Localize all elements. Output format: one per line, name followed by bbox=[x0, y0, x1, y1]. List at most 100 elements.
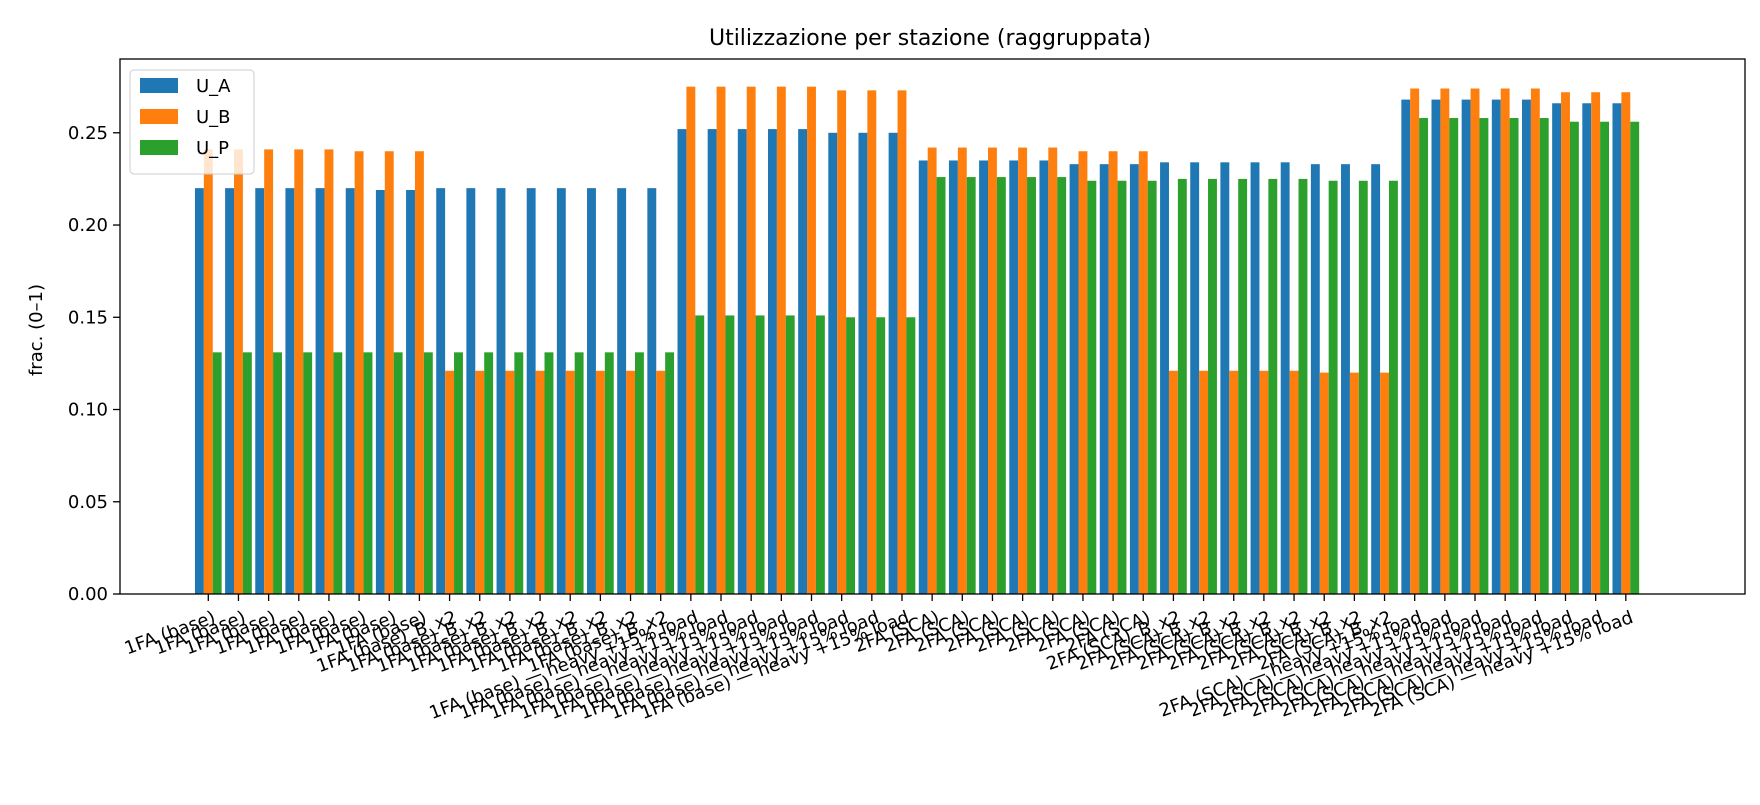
bar-u-b-25 bbox=[957, 147, 967, 595]
bar-u-b-17 bbox=[716, 86, 726, 595]
y-axis-label: frac. (0–1) bbox=[26, 284, 47, 376]
bar-u-b-10 bbox=[505, 370, 515, 594]
bar-u-p-30 bbox=[1117, 180, 1127, 594]
legend-label-u-b[interactable]: U_B bbox=[196, 107, 231, 128]
bar-u-p-4 bbox=[333, 352, 343, 594]
bar-u-p-9 bbox=[484, 352, 494, 594]
bar-u-a-32 bbox=[1160, 162, 1169, 594]
bar-u-p-34 bbox=[1238, 178, 1248, 594]
y-tick-label: 0.05 bbox=[68, 492, 108, 513]
bar-u-a-33 bbox=[1190, 162, 1200, 594]
bar-u-b-16 bbox=[686, 86, 696, 595]
bar-u-p-42 bbox=[1479, 118, 1489, 594]
legend[interactable]: U_A U_B U_P bbox=[129, 69, 255, 175]
bar-u-a-7 bbox=[406, 189, 415, 595]
bar-u-p-19 bbox=[785, 315, 795, 594]
bar-u-b-8 bbox=[445, 370, 455, 594]
bar-u-a-46 bbox=[1582, 103, 1592, 594]
y-tick-label: 0.10 bbox=[68, 400, 108, 421]
bar-u-p-25 bbox=[966, 177, 976, 594]
bar-u-p-31 bbox=[1147, 180, 1157, 594]
bar-u-a-14 bbox=[617, 188, 627, 594]
bar-u-a-9 bbox=[466, 188, 476, 594]
bar-u-b-22 bbox=[867, 90, 877, 595]
bar-u-a-20 bbox=[798, 129, 808, 594]
bar-u-a-36 bbox=[1280, 162, 1290, 594]
bar-u-a-30 bbox=[1099, 164, 1109, 594]
bar-u-p-10 bbox=[514, 352, 524, 594]
bar-u-b-13 bbox=[595, 370, 605, 594]
bar-u-p-21 bbox=[846, 317, 856, 594]
y-axis: 0.00 0.05 0.10 0.15 0.20 0.25 bbox=[68, 123, 120, 605]
bar-u-a-6 bbox=[375, 189, 385, 595]
bar-u-b-34 bbox=[1229, 370, 1239, 594]
bar-u-b-30 bbox=[1108, 151, 1118, 595]
bar-u-b-4 bbox=[324, 149, 334, 594]
bar-u-b-0 bbox=[203, 149, 213, 594]
bar-u-b-11 bbox=[535, 370, 545, 594]
bar-u-p-41 bbox=[1449, 118, 1459, 594]
bar-u-p-23 bbox=[906, 317, 916, 594]
bar-u-a-17 bbox=[707, 129, 717, 594]
bar-u-b-37 bbox=[1319, 372, 1329, 594]
bar-u-p-29 bbox=[1087, 180, 1097, 594]
bar-u-p-45 bbox=[1569, 121, 1579, 594]
bar-u-p-26 bbox=[996, 177, 1006, 594]
bar-u-p-1 bbox=[242, 352, 252, 594]
bar-u-b-3 bbox=[294, 149, 304, 594]
bar-u-p-32 bbox=[1177, 178, 1187, 594]
bar-u-p-38 bbox=[1358, 180, 1368, 594]
bar-u-a-5 bbox=[345, 188, 355, 594]
x-axis: 1FA (base)1FA (base)1FA (base)1FA (base)… bbox=[122, 594, 1636, 724]
bar-u-p-40 bbox=[1419, 118, 1429, 594]
bar-u-b-6 bbox=[384, 151, 394, 595]
legend-swatch-u-b bbox=[140, 109, 178, 124]
bar-u-b-18 bbox=[746, 86, 756, 595]
bar-u-b-24 bbox=[927, 147, 937, 595]
bar-u-p-33 bbox=[1208, 178, 1217, 594]
bar-u-b-28 bbox=[1048, 147, 1058, 595]
bar-u-a-19 bbox=[767, 129, 777, 594]
bar-u-p-15 bbox=[665, 352, 675, 594]
bar-u-b-39 bbox=[1380, 372, 1389, 594]
bar-u-b-20 bbox=[807, 86, 816, 595]
bar-u-p-8 bbox=[454, 352, 463, 594]
legend-label-u-a[interactable]: U_A bbox=[196, 76, 231, 97]
bar-u-p-14 bbox=[634, 352, 644, 594]
bar-u-b-29 bbox=[1078, 151, 1088, 595]
legend-swatch-u-p bbox=[140, 140, 178, 155]
bar-u-p-18 bbox=[755, 315, 765, 594]
bar-u-b-1 bbox=[234, 149, 243, 594]
bar-u-a-39 bbox=[1371, 164, 1381, 594]
bar-u-p-37 bbox=[1328, 180, 1338, 594]
bar-u-b-46 bbox=[1591, 92, 1601, 595]
bar-u-p-20 bbox=[815, 315, 825, 594]
bar-u-b-41 bbox=[1440, 88, 1450, 595]
bar-u-p-43 bbox=[1509, 118, 1519, 594]
bar-u-a-21 bbox=[828, 132, 838, 595]
y-tick-label: 0.00 bbox=[68, 584, 108, 605]
bar-u-a-27 bbox=[1009, 160, 1019, 594]
bar-u-b-31 bbox=[1138, 151, 1148, 595]
bar-u-b-36 bbox=[1289, 370, 1299, 594]
bar-u-b-14 bbox=[626, 370, 635, 594]
bar-u-a-8 bbox=[436, 188, 446, 594]
bar-u-b-43 bbox=[1500, 88, 1510, 595]
bar-u-b-19 bbox=[776, 86, 786, 595]
bar-u-a-47 bbox=[1612, 103, 1622, 594]
bar-u-p-3 bbox=[303, 352, 313, 594]
bar-u-p-13 bbox=[604, 352, 614, 594]
bar-u-p-22 bbox=[876, 317, 886, 594]
bar-u-b-47 bbox=[1621, 92, 1631, 595]
bar-u-a-13 bbox=[587, 188, 596, 594]
bar-u-a-4 bbox=[315, 188, 325, 594]
bar-u-p-35 bbox=[1268, 178, 1278, 594]
bar-u-b-42 bbox=[1470, 88, 1480, 595]
legend-label-u-p[interactable]: U_P bbox=[196, 138, 229, 159]
bar-u-a-38 bbox=[1341, 164, 1350, 594]
bar-u-b-7 bbox=[414, 151, 424, 595]
bar-u-a-22 bbox=[858, 132, 868, 595]
bar-u-b-44 bbox=[1530, 88, 1540, 595]
bar-u-b-5 bbox=[354, 151, 364, 595]
